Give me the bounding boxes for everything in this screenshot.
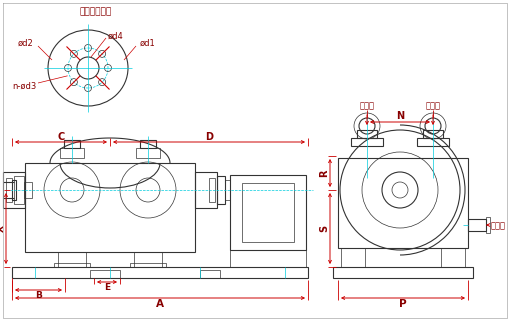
Bar [350, 138, 382, 146]
Bar [216, 176, 224, 204]
Bar [224, 180, 230, 200]
Text: S: S [318, 225, 328, 232]
Text: B: B [35, 291, 42, 300]
Bar [332, 267, 472, 278]
Bar [6, 178, 12, 202]
Bar [25, 163, 194, 252]
Bar [467, 219, 485, 231]
Bar [134, 252, 162, 267]
Text: n-ød3: n-ød3 [12, 82, 36, 91]
Bar [60, 148, 84, 158]
Bar [130, 263, 165, 267]
Bar [440, 248, 464, 267]
Bar [341, 248, 364, 267]
Bar [194, 172, 216, 208]
Bar [209, 178, 215, 202]
Text: X: X [0, 225, 6, 232]
Text: ød2: ød2 [18, 39, 34, 48]
Bar [416, 138, 448, 146]
Bar [12, 180, 16, 200]
Bar [485, 217, 489, 233]
Bar [136, 148, 160, 158]
Text: R: R [318, 169, 328, 177]
Bar [3, 172, 25, 208]
Bar [230, 250, 305, 267]
Bar [90, 270, 120, 278]
Bar [24, 182, 32, 198]
Text: 排气口: 排气口 [425, 101, 440, 110]
Text: ød4: ød4 [108, 31, 124, 40]
Bar [242, 183, 293, 242]
Bar [230, 175, 305, 250]
Bar [64, 140, 80, 148]
Bar [140, 140, 156, 148]
Bar [200, 270, 219, 278]
Bar [12, 267, 307, 278]
Text: P: P [399, 299, 406, 309]
Bar [54, 263, 90, 267]
Bar [337, 158, 467, 248]
Bar [14, 176, 24, 204]
Text: ød1: ød1 [140, 39, 156, 48]
Bar [58, 252, 86, 267]
Text: 进排气口尺寸: 进排气口尺寸 [80, 7, 112, 16]
Text: A: A [156, 299, 164, 309]
Text: E: E [104, 283, 110, 292]
Text: N: N [395, 111, 403, 121]
Bar [422, 130, 442, 138]
Text: 进气口: 进气口 [359, 101, 374, 110]
Text: 供水口: 供水口 [490, 221, 504, 230]
Bar [356, 130, 376, 138]
Text: C: C [57, 132, 65, 142]
Text: D: D [205, 132, 213, 142]
